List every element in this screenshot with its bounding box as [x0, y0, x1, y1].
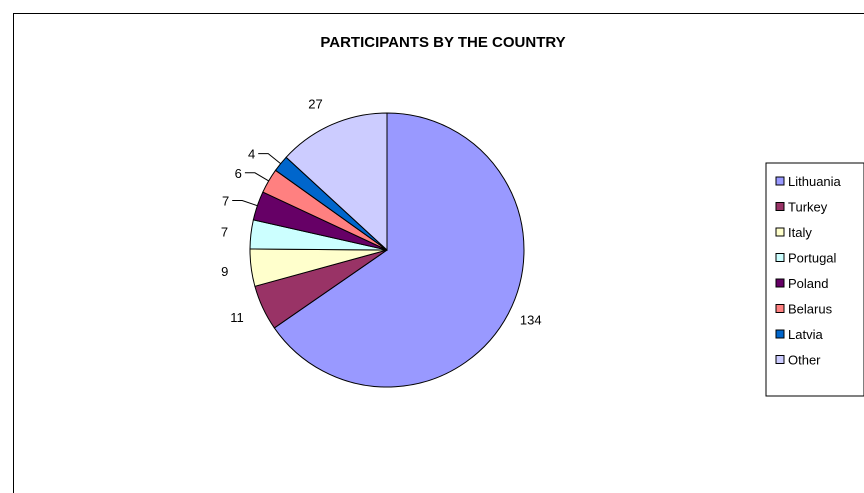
legend-swatch-poland [775, 278, 785, 288]
legend-label-italy: Italy [788, 225, 812, 240]
data-label: 7 [221, 225, 228, 240]
legend-label-latvia: Latvia [788, 327, 823, 342]
chart-title: PARTICIPANTS BY THE COUNTRY [320, 34, 565, 51]
pie-slice-other [285, 112, 388, 252]
leader-lines [232, 153, 281, 207]
legend-label-belarus: Belarus [788, 302, 833, 317]
legend: Lithuania Turkey Italy Portugal Poland Belaru… [765, 162, 864, 397]
legend-swatch-italy [775, 227, 785, 237]
pie-slice-lithuania [273, 112, 525, 388]
legend-swatch-belarus [775, 304, 785, 313]
data-label: 7 [222, 194, 229, 209]
data-label: 4 [248, 147, 255, 162]
data-label: 134 [520, 313, 542, 328]
data-label: 9 [221, 264, 228, 279]
legend-swatch-turkey [775, 202, 785, 211]
legend-swatch-other [775, 355, 785, 364]
data-label: 27 [308, 97, 322, 112]
legend-label-portugal: Portugal [788, 251, 837, 266]
legend-swatch-latvia [775, 329, 785, 339]
legend-swatch-lithuania [775, 176, 785, 186]
legend-label-poland: Poland [788, 276, 828, 291]
legend-label-turkey: Turkey [788, 200, 828, 215]
data-label: 6 [235, 166, 242, 181]
legend-label-other: Other [788, 353, 821, 368]
legend-label-lithuania: Lithuania [788, 174, 842, 189]
leader-line [244, 172, 269, 182]
leader-line [258, 153, 281, 164]
legend-swatch-portugal [775, 253, 785, 262]
data-label: 11 [230, 310, 244, 325]
pie-slices [249, 112, 525, 388]
leader-line [232, 200, 258, 207]
